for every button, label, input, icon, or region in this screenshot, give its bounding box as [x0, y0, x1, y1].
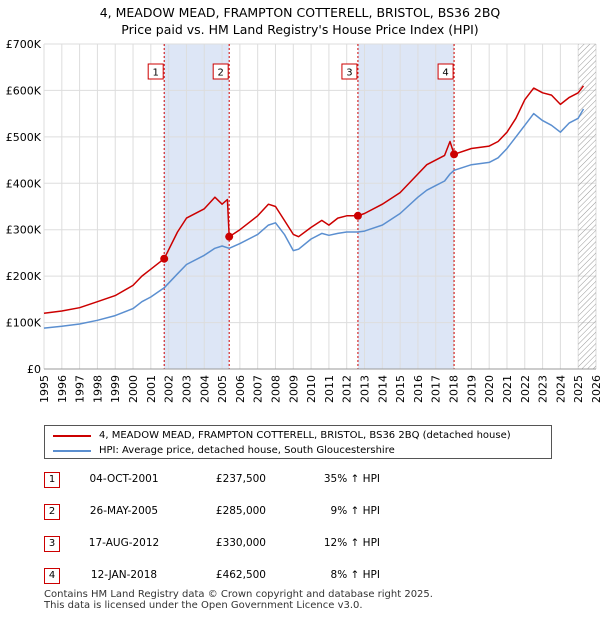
x-tick-label: 2010	[305, 375, 318, 403]
x-tick-label: 2022	[519, 375, 532, 403]
x-tick-label: 2005	[216, 375, 229, 403]
table-row: 2 26-MAY-2005 £285,000 9% ↑ HPI	[44, 502, 564, 522]
y-tick-label: £500K	[6, 131, 42, 144]
legend-swatch-property	[53, 435, 91, 437]
sale-badge: 3	[44, 536, 60, 552]
sale-label-box	[341, 63, 358, 80]
x-tick-label: 2000	[127, 375, 140, 403]
sale-price: £462,500	[215, 569, 266, 581]
x-tick-label: 2006	[234, 375, 247, 403]
sale-label-number: 2	[217, 68, 223, 79]
y-tick-label: £300K	[6, 224, 42, 237]
x-tick-label: 2015	[394, 375, 407, 403]
sale-label-number: 1	[153, 68, 159, 79]
sale-hpi-diff: 9% ↑ HPI	[330, 505, 380, 517]
x-tick-label: 2023	[537, 375, 550, 403]
axes: £0 £100K £200K £300K £400K £500K £600K £700K 199…	[6, 38, 600, 403]
x-tick-label: 2019	[465, 375, 478, 403]
x-tick-label: 2016	[412, 375, 425, 403]
x-tick-label: 2017	[430, 375, 443, 403]
y-tick-label: £700K	[6, 38, 42, 51]
x-tick-label: 2018	[448, 375, 461, 403]
sale-point	[160, 254, 169, 263]
sale-badge: 1	[44, 472, 60, 488]
x-tick-label: 2009	[287, 375, 300, 403]
sale-label-number: 4	[442, 68, 448, 79]
sale-price: £285,000	[215, 505, 266, 517]
sale-label-number: 3	[346, 68, 352, 79]
forecast-hatch	[578, 44, 596, 369]
x-tick-label: 2011	[323, 375, 336, 403]
sale-point	[353, 211, 362, 220]
title-line-subtitle: Price paid vs. HM Land Registry's House …	[121, 22, 479, 37]
x-tick-label: 1998	[91, 375, 104, 403]
series-lines	[43, 85, 585, 329]
property-price-line	[43, 85, 585, 315]
sale-hpi-diff: 8% ↑ HPI	[330, 569, 380, 581]
y-tick-label: £400K	[6, 177, 42, 190]
legend: 4, MEADOW MEAD, FRAMPTON COTTERELL, BRIS…	[44, 425, 552, 459]
x-tick-label: 2007	[252, 375, 265, 403]
sale-hpi-diff: 12% ↑ HPI	[323, 537, 380, 549]
legend-label-property: 4, MEADOW MEAD, FRAMPTON COTTERELL, BRIS…	[99, 430, 511, 441]
sale-label-box	[437, 63, 454, 80]
legend-swatch-hpi	[53, 450, 91, 452]
hpi-line	[43, 108, 585, 329]
sale-badge: 2	[44, 504, 60, 520]
sale-price: £330,000	[215, 537, 266, 549]
sale-date: 04-OCT-2001	[89, 473, 159, 485]
table-row: 3 17-AUG-2012 £330,000 12% ↑ HPI	[44, 534, 564, 554]
y-tick-label: £600K	[6, 84, 42, 97]
sale-points	[160, 150, 459, 263]
table-row: 4 12-JAN-2018 £462,500 8% ↑ HPI	[44, 566, 564, 586]
sale-label-box	[212, 63, 229, 80]
shaded-period	[357, 44, 455, 369]
x-tick-label: 2013	[359, 375, 372, 403]
legend-label-hpi: HPI: Average price, detached house, Sout…	[99, 445, 395, 456]
sale-point	[225, 232, 234, 241]
sale-date: 17-AUG-2012	[88, 537, 160, 549]
sale-hpi-diff: 35% ↑ HPI	[323, 473, 380, 485]
y-tick-label: £100K	[6, 317, 42, 330]
y-tick-label: £0	[27, 363, 41, 376]
x-tick-label: 2012	[341, 375, 354, 403]
footer-copyright: Contains HM Land Registry data © Crown c…	[44, 589, 433, 600]
x-tick-label: 1995	[38, 375, 51, 403]
x-tick-label: 1997	[74, 375, 87, 403]
footer-licence: This data is licensed under the Open Gov…	[44, 600, 363, 611]
x-tick-label: 2025	[572, 375, 585, 403]
y-tick-label: £200K	[6, 270, 42, 283]
shaded-periods	[164, 44, 455, 369]
x-tick-label: 2026	[590, 375, 600, 403]
x-tick-label: 2024	[554, 375, 567, 403]
hatched-region	[578, 44, 596, 369]
sale-labels: 1 2 3 4	[147, 63, 454, 80]
sale-label-box	[147, 63, 164, 80]
sale-date: 12-JAN-2018	[90, 569, 158, 581]
x-tick-label: 2001	[145, 375, 158, 403]
shaded-period	[164, 44, 230, 369]
x-tick-label: 2021	[501, 375, 514, 403]
x-tick-label: 2008	[269, 375, 282, 403]
footer: Contains HM Land Registry data © Crown c…	[44, 589, 433, 611]
sale-date: 26-MAY-2005	[89, 505, 159, 517]
price-chart: 1 2 3 4 £0 £100K £200K £300K £400K £500K £600K £70…	[6, 38, 600, 403]
sale-price: £237,500	[215, 473, 266, 485]
sale-badge: 4	[44, 568, 60, 584]
grid-lines	[43, 43, 597, 370]
x-tick-label: 2014	[376, 375, 389, 403]
x-tick-label: 2004	[198, 375, 211, 403]
x-tick-label: 2002	[163, 375, 176, 403]
chart-title: 4, MEADOW MEAD, FRAMPTON COTTERELL, BRIS…	[0, 4, 600, 38]
sale-point	[450, 150, 459, 159]
x-tick-label: 2020	[483, 375, 496, 403]
table-row: 1 04-OCT-2001 £237,500 35% ↑ HPI	[44, 470, 564, 490]
x-tick-label: 1996	[56, 375, 69, 403]
x-tick-label: 2003	[180, 375, 193, 403]
title-line-address: 4, MEADOW MEAD, FRAMPTON COTTERELL, BRIS…	[99, 5, 501, 20]
x-tick-label: 1999	[109, 375, 122, 403]
